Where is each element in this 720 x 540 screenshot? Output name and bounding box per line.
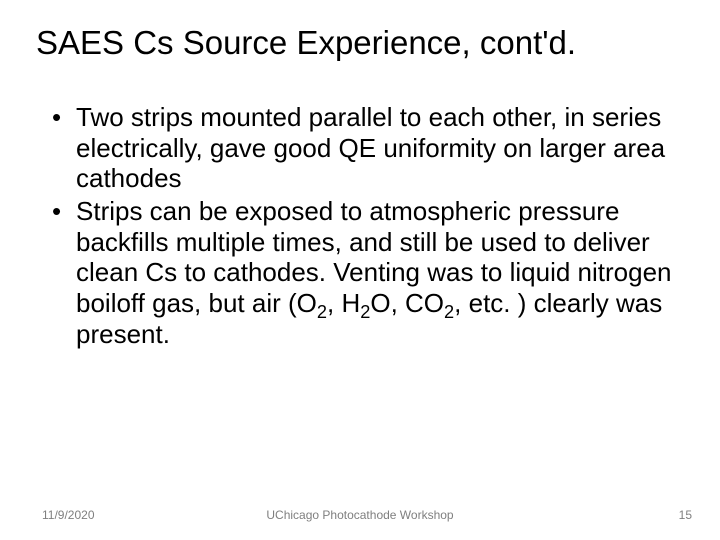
bullet-text: Strips can be exposed to atmospheric pre… bbox=[76, 196, 684, 349]
footer-center: UChicago Photocathode Workshop bbox=[0, 508, 720, 522]
bullet-marker: • bbox=[48, 102, 76, 194]
bullet-marker: • bbox=[48, 196, 76, 349]
slide-title: SAES Cs Source Experience, cont'd. bbox=[36, 24, 684, 62]
bullet-text: Two strips mounted parallel to each othe… bbox=[76, 102, 684, 194]
bullet-item: • Two strips mounted parallel to each ot… bbox=[48, 102, 684, 194]
slide: SAES Cs Source Experience, cont'd. • Two… bbox=[0, 0, 720, 540]
slide-content: • Two strips mounted parallel to each ot… bbox=[36, 102, 684, 349]
bullet-item: • Strips can be exposed to atmospheric p… bbox=[48, 196, 684, 349]
footer-page-number: 15 bbox=[679, 508, 692, 522]
